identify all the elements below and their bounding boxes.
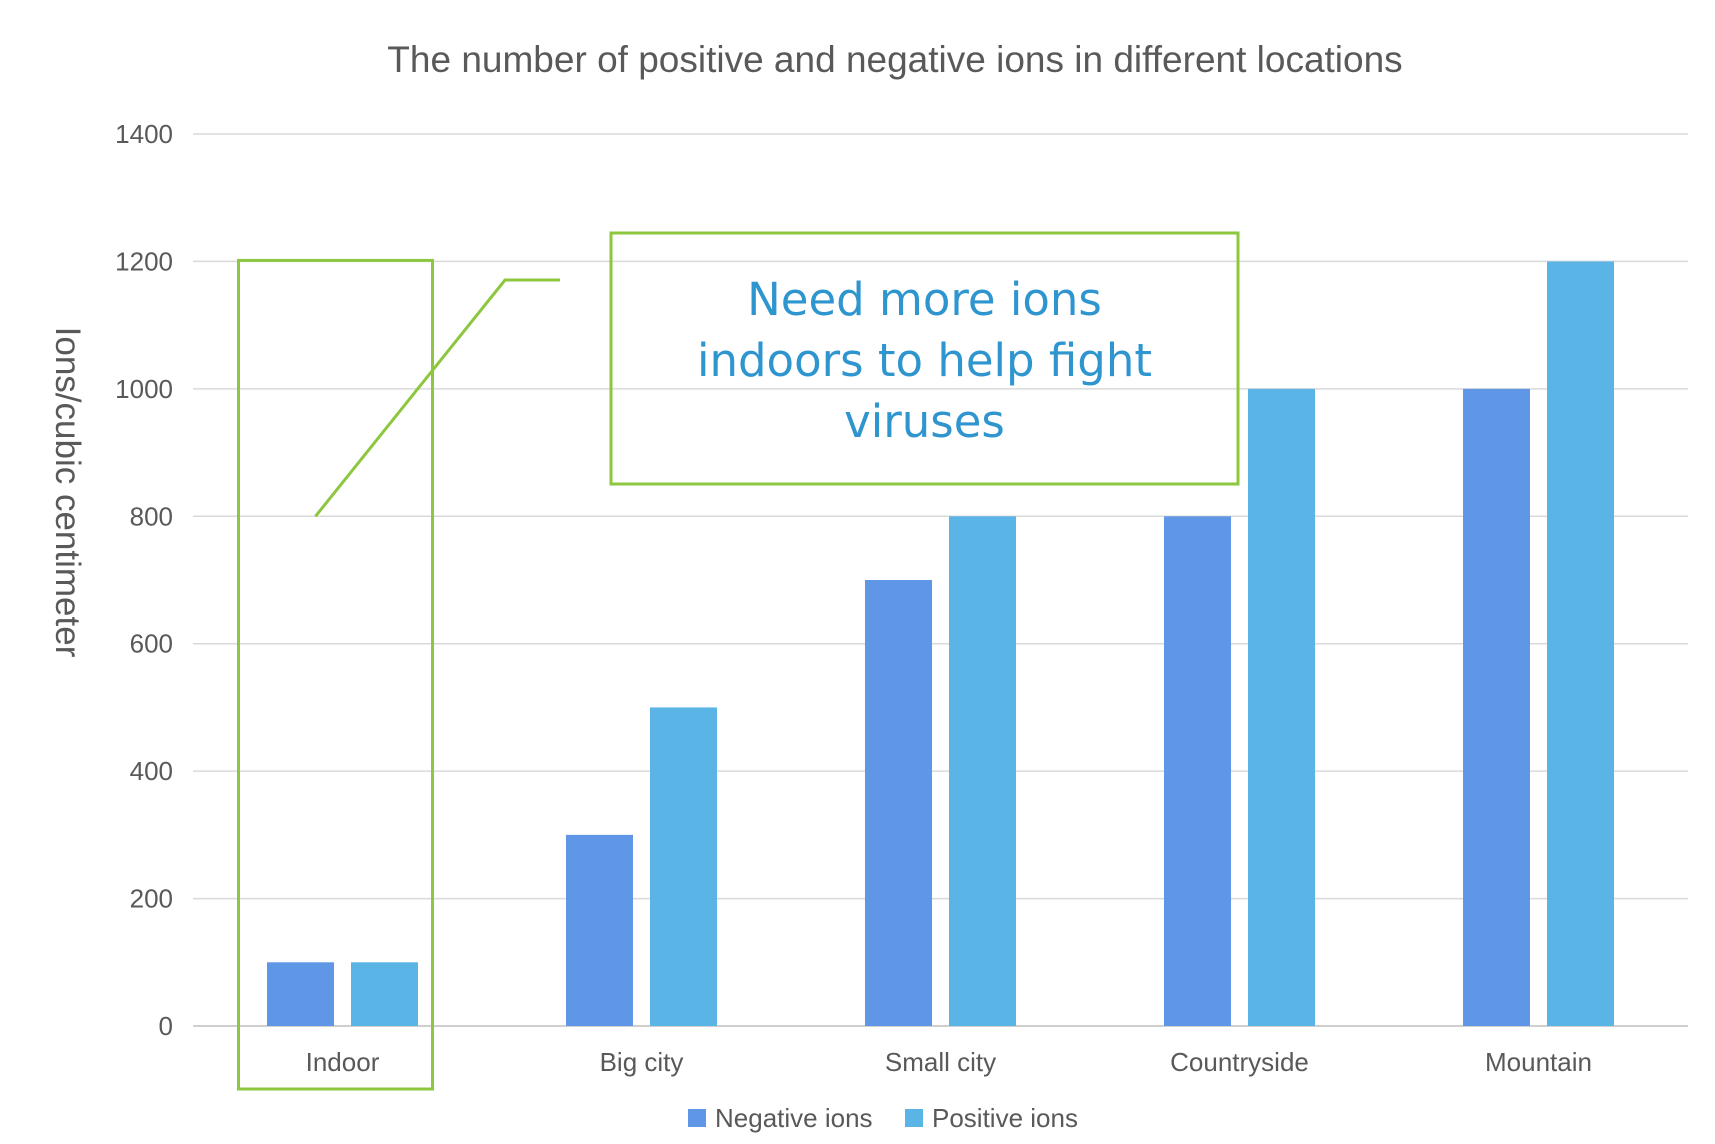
bar-positive-ions bbox=[351, 962, 418, 1026]
highlight-box bbox=[237, 258, 434, 1091]
legend: Negative ions Positive ions bbox=[688, 1103, 1078, 1133]
x-tick-label: Countryside bbox=[1170, 1047, 1309, 1077]
bar-positive-ions bbox=[949, 516, 1016, 1026]
y-axis-ticks: 0 200 400 600 800 1000 1200 1400 bbox=[115, 119, 173, 1041]
callout-text-line: Need more ions bbox=[747, 273, 1102, 326]
bars bbox=[267, 261, 1614, 1026]
callout-text-line: viruses bbox=[844, 395, 1005, 448]
grid bbox=[193, 133, 1688, 1027]
x-tick-label: Indoor bbox=[306, 1047, 380, 1077]
legend-swatch bbox=[688, 1109, 706, 1127]
bar-negative-ions bbox=[267, 962, 334, 1026]
y-axis-label: Ions/cubic centimeter bbox=[48, 327, 87, 658]
callout-connector bbox=[314, 278, 560, 518]
legend-label: Negative ions bbox=[715, 1103, 873, 1133]
y-tick-label: 1400 bbox=[115, 119, 173, 149]
bar-positive-ions bbox=[1248, 388, 1315, 1026]
y-tick-label: 600 bbox=[130, 629, 173, 659]
y-tick-label: 800 bbox=[130, 501, 173, 531]
y-tick-label: 200 bbox=[130, 884, 173, 914]
bar-positive-ions bbox=[650, 707, 717, 1026]
x-tick-label: Small city bbox=[885, 1047, 996, 1077]
callout-text-line: indoors to help fight bbox=[697, 334, 1152, 387]
x-tick-label: Big city bbox=[600, 1047, 684, 1077]
x-axis-ticks: Indoor Big city Small city Countryside Mount… bbox=[306, 1047, 1592, 1077]
bar-negative-ions bbox=[865, 580, 932, 1026]
legend-label: Positive ions bbox=[932, 1103, 1078, 1133]
bar-negative-ions bbox=[1463, 388, 1530, 1026]
y-tick-label: 1200 bbox=[115, 246, 173, 276]
legend-swatch bbox=[905, 1109, 923, 1127]
chart-title: The number of positive and negative ions… bbox=[387, 39, 1402, 80]
y-tick-label: 1000 bbox=[115, 374, 173, 404]
x-tick-label: Mountain bbox=[1485, 1047, 1592, 1077]
bar-negative-ions bbox=[566, 834, 633, 1026]
bar-positive-ions bbox=[1547, 261, 1614, 1026]
callout-box bbox=[609, 231, 1240, 486]
annotations: Need more ions indoors to help fight virus… bbox=[237, 231, 1240, 1091]
y-tick-label: 0 bbox=[159, 1011, 173, 1041]
bar-negative-ions bbox=[1164, 516, 1231, 1026]
y-tick-label: 400 bbox=[130, 756, 173, 786]
